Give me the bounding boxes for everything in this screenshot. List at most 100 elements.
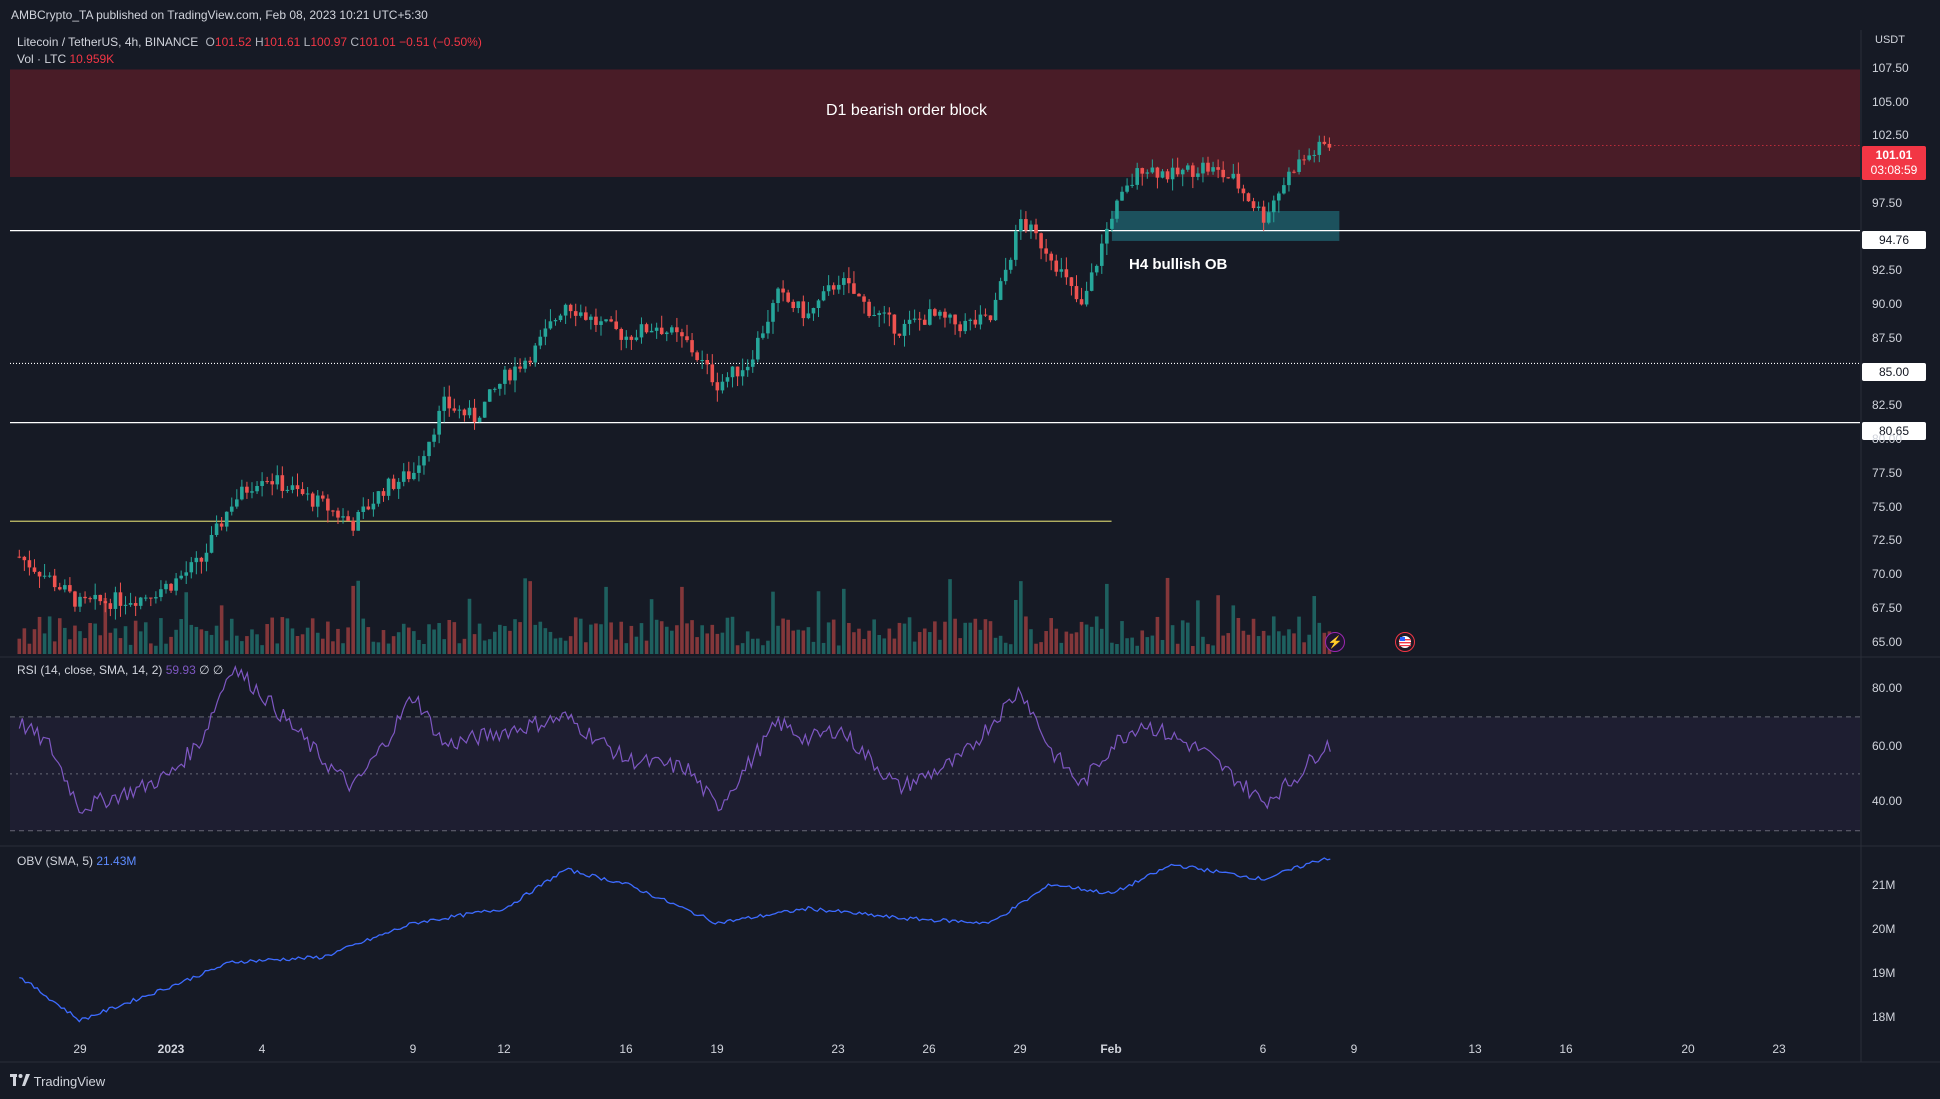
volume-bar xyxy=(1322,632,1327,654)
candle-body xyxy=(705,360,710,365)
candle-body xyxy=(533,345,538,363)
candle-body xyxy=(361,506,366,512)
footer-brand[interactable]: TradingView xyxy=(10,1073,105,1089)
candle-body xyxy=(432,434,436,442)
candle-body xyxy=(123,604,128,606)
us-flag-icon[interactable] xyxy=(1395,632,1415,652)
candle-body xyxy=(1261,206,1266,223)
candle-body xyxy=(52,575,57,588)
volume-bar xyxy=(1084,624,1089,654)
symbol-legend[interactable]: Litecoin / TetherUS, 4h, BINANCE O101.52… xyxy=(17,35,482,49)
volume-bar xyxy=(781,618,785,654)
volume-bar xyxy=(568,636,573,654)
candle-body xyxy=(78,596,82,607)
volume-bar xyxy=(563,640,568,654)
obv-legend[interactable]: OBV (SMA, 5) 21.43M xyxy=(17,854,136,868)
volume-bar xyxy=(1003,642,1008,654)
volume-bar xyxy=(1231,605,1236,654)
candle-body xyxy=(1019,219,1023,232)
candle-body xyxy=(229,506,234,512)
time-tick: 16 xyxy=(1559,1042,1573,1056)
volume-bar xyxy=(83,638,87,654)
volume-bar xyxy=(341,643,345,654)
volume-bar xyxy=(154,645,158,654)
volume-bar xyxy=(968,622,973,654)
candle-body xyxy=(98,594,103,602)
obv-label: OBV (SMA, 5) xyxy=(17,854,94,868)
volume-bar xyxy=(1135,645,1139,654)
candle-body xyxy=(1064,269,1069,278)
candle-body xyxy=(482,401,487,418)
h4-bullish-ob-label: H4 bullish OB xyxy=(1129,256,1228,273)
candle-body xyxy=(938,311,942,316)
volume-bar xyxy=(786,619,790,654)
lightning-icon[interactable]: ⚡ xyxy=(1325,632,1345,652)
candle-body xyxy=(928,309,932,325)
candle-body xyxy=(93,594,97,600)
candle-body xyxy=(811,308,816,314)
volume-bar xyxy=(543,628,548,654)
volume-legend[interactable]: Vol · LTC 10.959K xyxy=(17,52,114,66)
volume-bar xyxy=(245,636,249,654)
candle-body xyxy=(725,377,730,382)
candle-body xyxy=(988,315,993,321)
volume-bar xyxy=(533,624,538,654)
candle-body xyxy=(1266,212,1271,223)
candle-body xyxy=(523,360,527,369)
candle-body xyxy=(1034,224,1038,234)
volume-bar xyxy=(285,618,290,654)
volume-bar xyxy=(831,619,836,654)
candle-body xyxy=(1110,218,1114,229)
candle-body xyxy=(346,516,350,522)
candle-body xyxy=(771,303,775,322)
candle-body xyxy=(492,388,497,390)
price-tick: 107.50 xyxy=(1872,61,1909,75)
volume-bar xyxy=(1150,635,1155,654)
candle-body xyxy=(154,597,158,599)
volume-bar xyxy=(1266,635,1271,654)
volume-bar xyxy=(265,624,269,654)
candle-body xyxy=(735,366,740,377)
rsi-legend[interactable]: RSI (14, close, SMA, 14, 2) 59.93 ∅ ∅ xyxy=(17,663,223,677)
volume-bar xyxy=(670,630,674,654)
candle-body xyxy=(1271,200,1276,213)
price-tick: 70.00 xyxy=(1872,567,1903,581)
volume-bar xyxy=(174,629,178,654)
candle-body xyxy=(417,465,421,473)
close-label: C xyxy=(350,35,360,49)
candle-body xyxy=(1191,165,1195,177)
candle-body xyxy=(801,301,806,319)
candle-body xyxy=(305,493,310,495)
volume-bar xyxy=(619,621,624,654)
time-tick: 9 xyxy=(1350,1042,1358,1056)
candle-body xyxy=(295,485,300,490)
candle-body xyxy=(457,409,462,411)
candle-body xyxy=(558,315,563,321)
volume-bar xyxy=(1094,616,1099,654)
candle-body xyxy=(386,478,391,496)
volume-bar xyxy=(1079,621,1084,654)
candle-body xyxy=(391,478,396,489)
volume-bar xyxy=(351,585,355,654)
volume-bar xyxy=(771,591,775,654)
candle-body xyxy=(953,314,957,325)
candle-body xyxy=(508,369,512,381)
candle-body xyxy=(993,299,998,321)
volume-bar xyxy=(998,635,1003,654)
volume-bar xyxy=(573,617,578,654)
volume-bar xyxy=(1211,645,1215,654)
candle-body xyxy=(750,359,755,367)
volume-bar xyxy=(1089,626,1094,654)
volume-bar xyxy=(826,622,831,654)
candle-body xyxy=(730,366,735,378)
volume-bar xyxy=(644,640,649,654)
candle-body xyxy=(826,285,831,292)
candle-body xyxy=(1175,167,1180,175)
volume-bar xyxy=(917,632,922,654)
volume-bar xyxy=(558,637,563,654)
candle-body xyxy=(189,562,194,573)
candle-body xyxy=(639,324,644,338)
candle-body xyxy=(649,330,654,333)
volume-bar xyxy=(740,643,745,654)
